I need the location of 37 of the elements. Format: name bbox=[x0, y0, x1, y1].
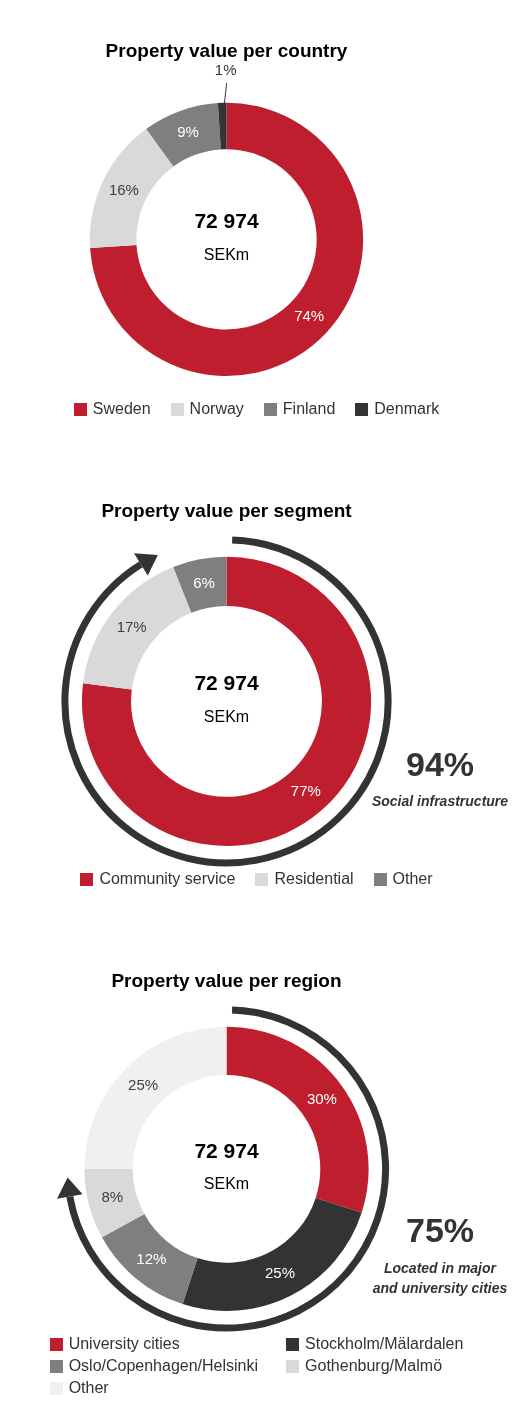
data-label: 6% bbox=[193, 573, 215, 591]
data-label: 9% bbox=[177, 122, 199, 140]
legend-label: Oslo/Copenhagen/Helsinki bbox=[68, 1357, 259, 1375]
legend-label: Other bbox=[392, 870, 433, 888]
legend-label: Finland bbox=[282, 400, 336, 418]
legend-label: Denmark bbox=[374, 400, 440, 418]
legend-label: University cities bbox=[68, 1335, 180, 1353]
legend-label: Norway bbox=[189, 400, 244, 418]
text: 72 974 bbox=[194, 209, 259, 233]
chart-title: Property value per country bbox=[105, 39, 348, 61]
data-label: 8% bbox=[101, 1188, 124, 1206]
text: 94% bbox=[405, 744, 475, 783]
text: SEKm bbox=[203, 1175, 250, 1193]
text: 75% bbox=[405, 1211, 475, 1250]
legend-label: Gothenburg/Malmö bbox=[305, 1357, 443, 1375]
data-label: 12% bbox=[136, 1249, 167, 1267]
legend-label: Sweden bbox=[92, 400, 151, 418]
legend-label: Community service bbox=[99, 870, 236, 888]
legend-label: Other bbox=[68, 1379, 109, 1397]
data-label: 77% bbox=[290, 781, 321, 799]
text: SEKm bbox=[203, 707, 250, 725]
text: Social infrastructure bbox=[371, 793, 509, 810]
data-label: 74% bbox=[294, 307, 325, 325]
text: 72 974 bbox=[194, 671, 259, 695]
data-label: 16% bbox=[108, 181, 139, 199]
chart-title: Property value per segment bbox=[101, 499, 353, 521]
data-label: 1% bbox=[214, 61, 237, 79]
text: 72 974 bbox=[194, 1138, 259, 1162]
legend-label: Stockholm/Mälardalen bbox=[305, 1335, 464, 1353]
data-label: 25% bbox=[265, 1264, 296, 1282]
text: SEKm bbox=[203, 245, 250, 263]
data-label: 17% bbox=[116, 617, 147, 635]
legend-label: Residential bbox=[274, 870, 354, 888]
chart-title: Property value per region bbox=[111, 969, 342, 991]
data-label: 25% bbox=[128, 1075, 159, 1093]
data-label: 30% bbox=[306, 1089, 337, 1107]
text: Located in major and university cities bbox=[372, 1259, 508, 1296]
